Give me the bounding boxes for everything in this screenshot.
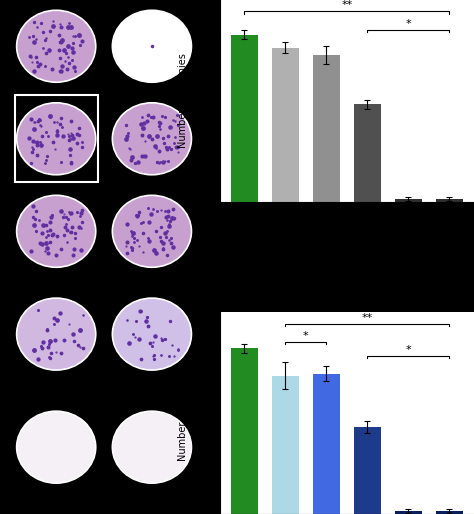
Bar <box>395 511 422 514</box>
Bar <box>436 511 463 514</box>
Bar <box>313 55 340 201</box>
Text: **: ** <box>362 313 373 323</box>
Bar <box>231 348 257 514</box>
Y-axis label: Number of colonies: Number of colonies <box>178 366 188 461</box>
Y-axis label: Number of colonies: Number of colonies <box>178 53 188 148</box>
Text: *: * <box>406 345 411 355</box>
Ellipse shape <box>112 10 191 82</box>
Bar <box>436 199 463 201</box>
Bar <box>354 104 381 201</box>
Ellipse shape <box>17 103 96 175</box>
Ellipse shape <box>112 298 191 370</box>
Bar <box>272 48 299 201</box>
Ellipse shape <box>17 411 96 483</box>
Text: **: ** <box>341 1 353 10</box>
Text: *: * <box>303 331 309 341</box>
Bar <box>313 374 340 514</box>
Ellipse shape <box>17 195 96 267</box>
Ellipse shape <box>112 103 191 175</box>
Text: *: * <box>406 19 411 29</box>
Bar <box>354 427 381 514</box>
Ellipse shape <box>17 298 96 370</box>
Ellipse shape <box>112 411 191 483</box>
Bar <box>231 35 257 201</box>
Ellipse shape <box>112 195 191 267</box>
Ellipse shape <box>17 10 96 82</box>
Bar <box>395 199 422 201</box>
Bar <box>272 376 299 514</box>
